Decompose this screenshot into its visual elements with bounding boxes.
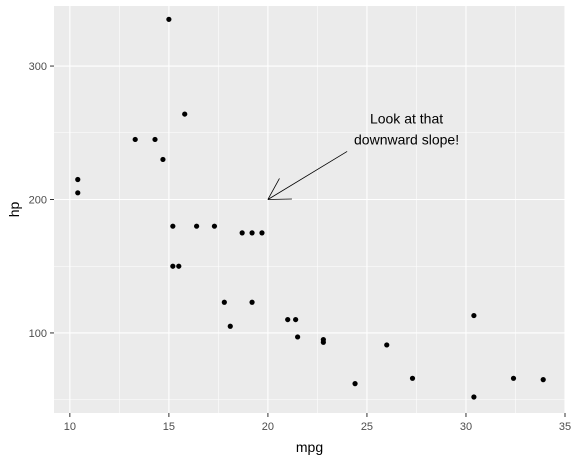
data-point [285, 317, 290, 322]
data-point [511, 376, 516, 381]
data-point [152, 137, 157, 142]
annotation-text: Look at that [370, 110, 443, 126]
data-point [170, 264, 175, 269]
data-point [321, 337, 326, 342]
data-point [75, 190, 80, 195]
x-tick-label: 15 [163, 421, 175, 433]
data-point [194, 224, 199, 229]
y-tick-label: 300 [29, 61, 47, 73]
x-axis-tick-labels: 10 15 20 25 30 35 [64, 421, 571, 433]
data-point [249, 230, 254, 235]
data-point [228, 324, 233, 329]
x-tick-label: 35 [559, 421, 571, 433]
data-point [160, 157, 165, 162]
data-point [471, 394, 476, 399]
plot-panel [54, 6, 565, 413]
data-point [410, 376, 415, 381]
x-tick-label: 10 [64, 421, 76, 433]
data-point [240, 230, 245, 235]
data-point [541, 377, 546, 382]
data-point [384, 342, 389, 347]
data-point [133, 137, 138, 142]
y-axis-tick-labels: 100 200 300 [29, 61, 47, 340]
data-point [471, 313, 476, 318]
data-point [212, 224, 217, 229]
data-point [170, 224, 175, 229]
data-point [182, 111, 187, 116]
data-point [166, 17, 171, 22]
y-axis-title: hp [6, 202, 22, 218]
y-tick-label: 100 [29, 328, 47, 340]
data-point [222, 300, 227, 305]
data-point [249, 300, 254, 305]
y-tick-label: 200 [29, 194, 47, 206]
data-point [75, 177, 80, 182]
data-point [352, 381, 357, 386]
data-point [293, 317, 298, 322]
data-point [176, 264, 181, 269]
x-axis-title: mpg [296, 439, 323, 455]
x-tick-label: 25 [361, 421, 373, 433]
arrowhead-stroke [268, 199, 292, 200]
x-tick-label: 20 [262, 421, 274, 433]
data-point [295, 334, 300, 339]
data-point [259, 230, 264, 235]
annotation-text: downward slope! [354, 131, 459, 147]
x-tick-label: 30 [460, 421, 472, 433]
